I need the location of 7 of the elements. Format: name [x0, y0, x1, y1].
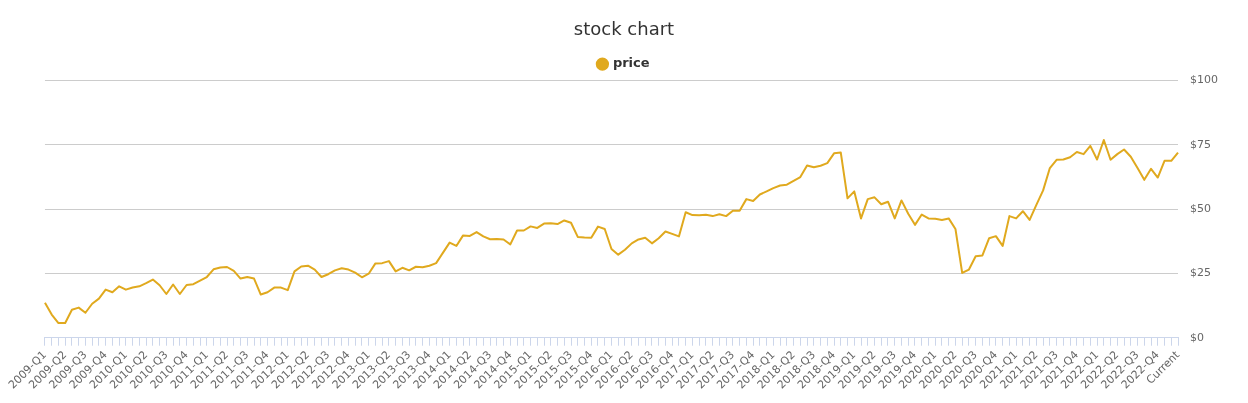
- y-tick-label: $50: [1190, 202, 1212, 216]
- y-tick-label: $0: [1190, 330, 1205, 344]
- legend-label: price: [612, 55, 650, 71]
- y-tick-label: $100: [1190, 73, 1219, 87]
- chart-title: stock chart: [573, 18, 675, 40]
- y-tick-label: $75: [1190, 137, 1212, 151]
- y-tick-label: $25: [1190, 266, 1212, 280]
